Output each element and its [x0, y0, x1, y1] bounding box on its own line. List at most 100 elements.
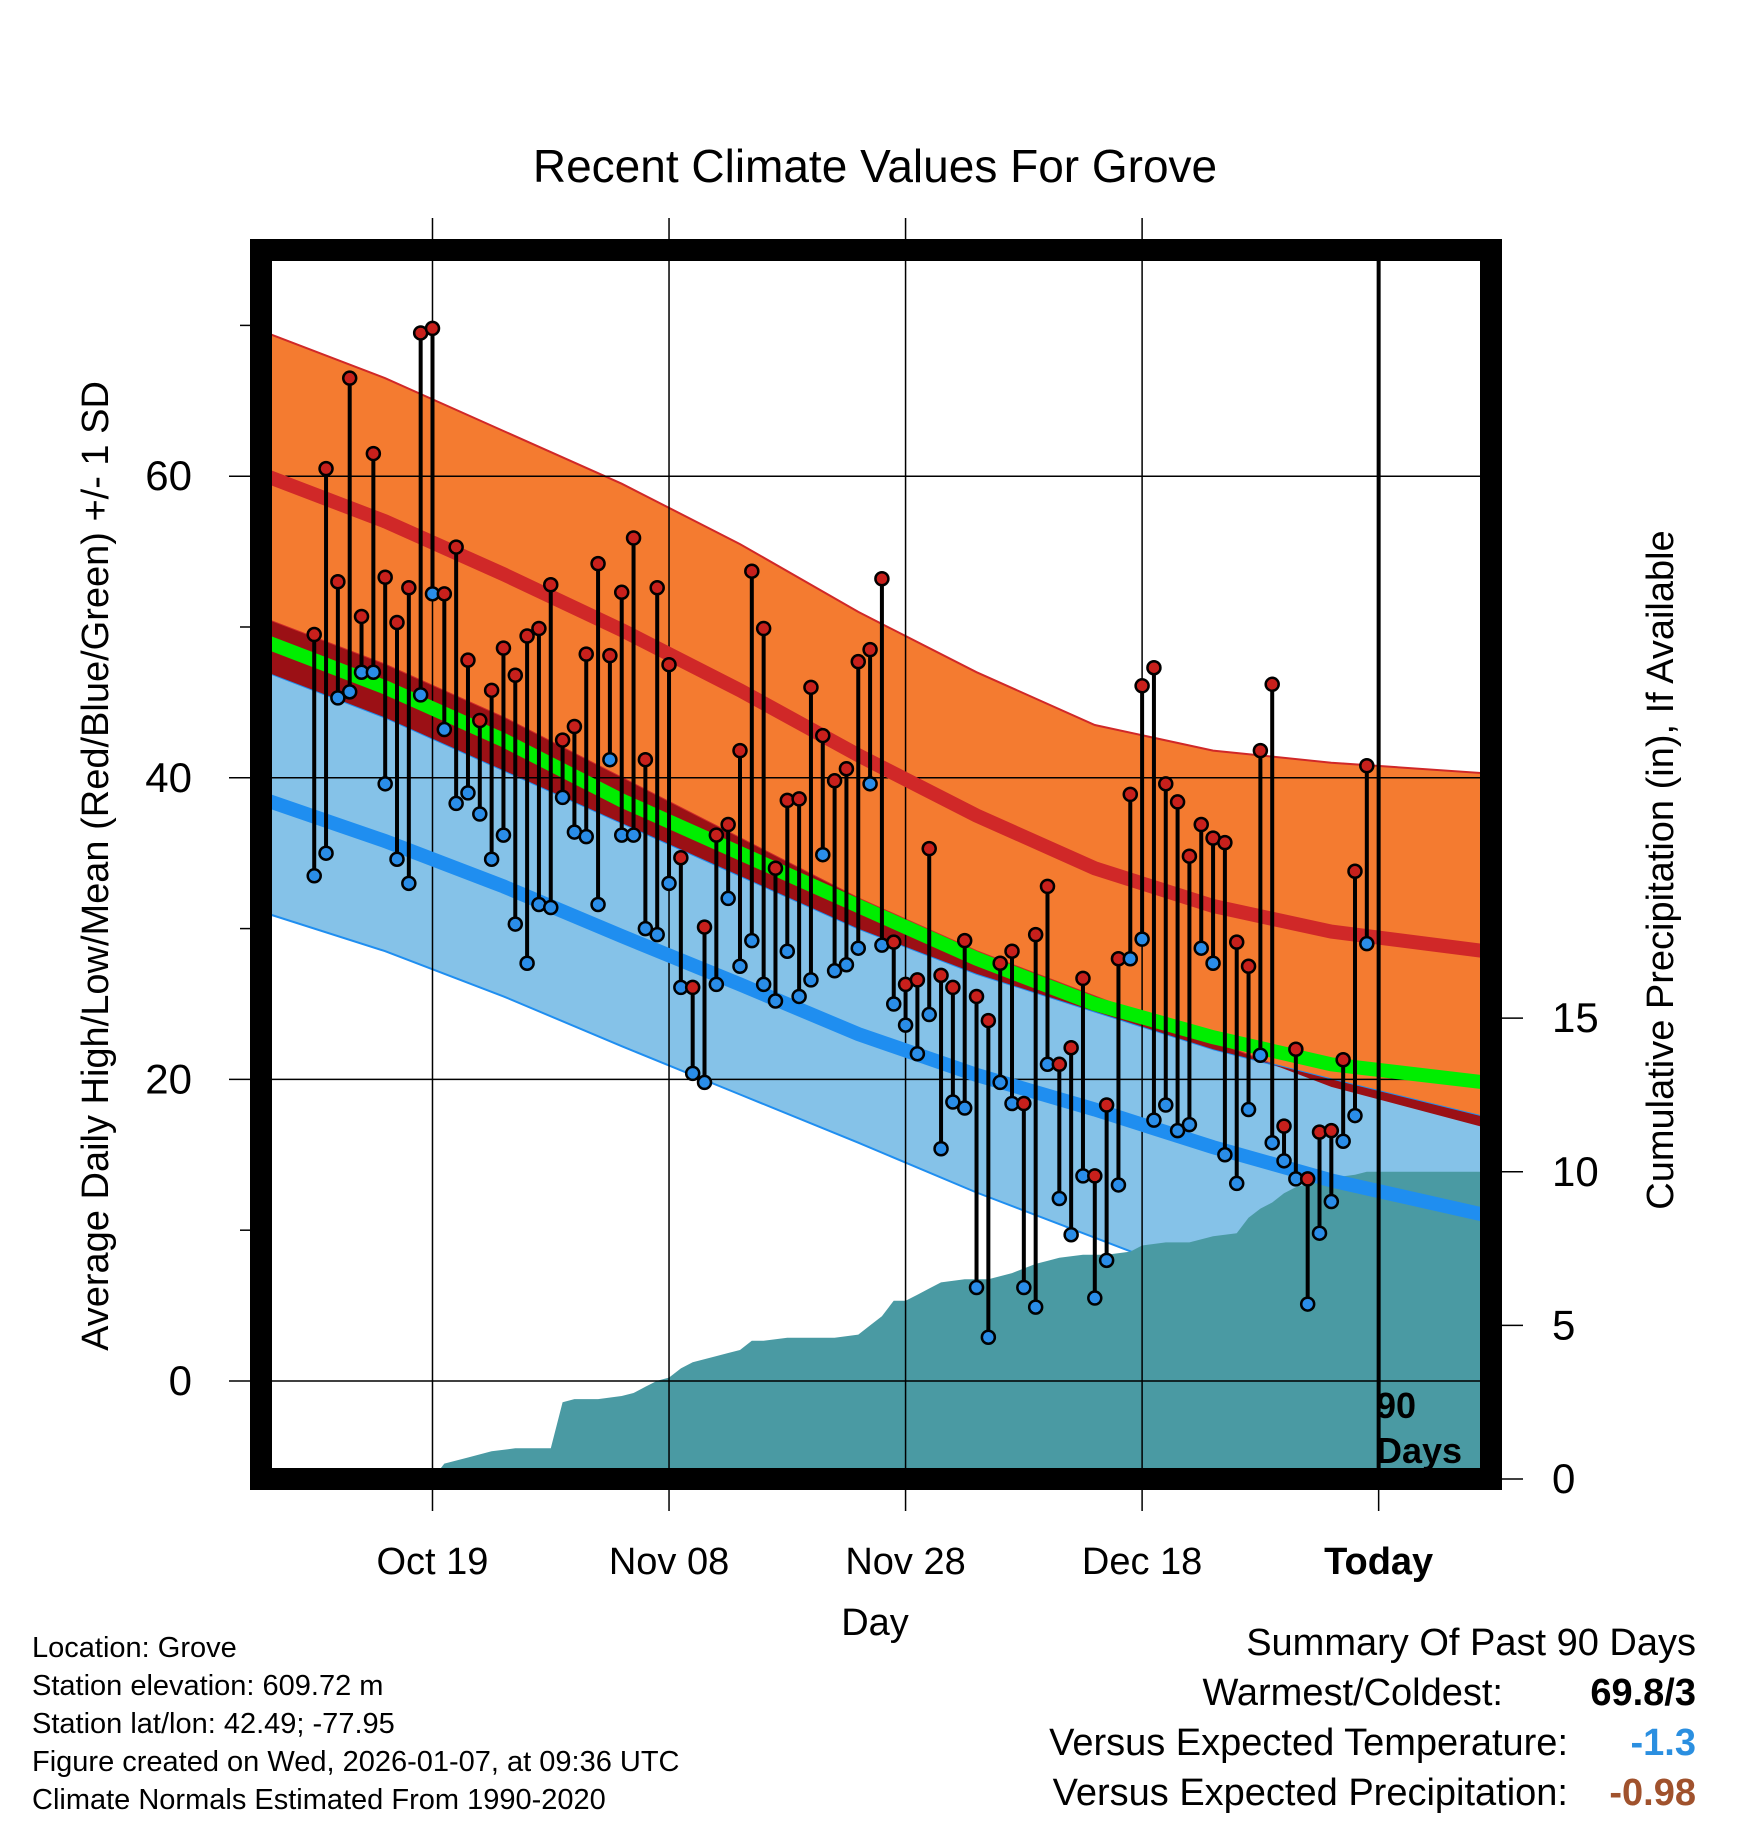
daily-bar — [389, 614, 405, 867]
daily-low-point — [1359, 935, 1375, 952]
daily-high-point — [1051, 1056, 1068, 1073]
daily-low-point — [1146, 1112, 1162, 1128]
daily-low-point — [1193, 940, 1209, 956]
daily-low-point — [472, 806, 488, 822]
daily-high-point — [1134, 678, 1150, 694]
daily-high-point — [815, 727, 831, 744]
daily-high-point — [1122, 786, 1139, 803]
daily-low-point — [708, 976, 725, 993]
daily-high-point — [365, 445, 382, 462]
daily-bar — [1311, 1124, 1328, 1241]
daily-low-point — [483, 851, 500, 867]
daily-low-point — [377, 776, 393, 792]
daily-bar — [1181, 848, 1198, 1133]
daily-bar — [495, 640, 512, 843]
daily-high-point — [1276, 1118, 1292, 1134]
daily-low-point — [318, 845, 334, 861]
y2-axis-label: Cumulative Precipitation (in), If Availa… — [1640, 530, 1682, 1209]
daily-bar — [365, 445, 382, 680]
daily-bar — [956, 932, 973, 1116]
daily-high-point — [968, 988, 985, 1005]
daily-low-point — [401, 875, 417, 892]
daily-bar — [401, 580, 417, 892]
daily-high-point — [862, 641, 878, 658]
plot-frame — [250, 239, 1502, 1490]
daily-bar — [637, 751, 654, 937]
daily-high-point — [1027, 926, 1044, 943]
daily-bar — [602, 647, 618, 768]
daily-bar — [1087, 1168, 1103, 1306]
daily-high-point — [306, 626, 322, 643]
daily-high-point — [1075, 970, 1091, 987]
precipitation-departure-value: -0.98 — [1609, 1772, 1696, 1814]
daily-low-point — [1181, 1116, 1198, 1133]
daily-bar — [945, 979, 961, 1110]
daily-high-point — [401, 580, 417, 596]
daily-bar — [980, 1012, 997, 1346]
daily-bar — [909, 972, 926, 1062]
daily-low-point — [1098, 1252, 1115, 1269]
daily-low-point — [578, 828, 594, 845]
daily-high-point — [1039, 878, 1056, 895]
daily-low-point — [909, 1046, 926, 1062]
daily-high-point — [472, 712, 488, 729]
daily-bar — [661, 656, 677, 892]
daily-high-point — [1169, 794, 1186, 810]
daily-bar — [791, 791, 807, 1005]
daily-high-point — [1240, 958, 1257, 975]
y2-tick-label: 15 — [1552, 994, 1599, 1041]
daily-bar — [1359, 757, 1375, 952]
daily-low-point — [1205, 955, 1221, 972]
daily-bar — [1299, 1171, 1316, 1312]
daily-high-point — [755, 620, 772, 637]
daily-high-point — [1323, 1122, 1340, 1139]
today-days-count: 90 — [1376, 1385, 1416, 1426]
daily-high-point — [1288, 1041, 1304, 1057]
daily-bar — [696, 919, 713, 1091]
daily-high-point — [803, 679, 819, 696]
daily-low-point — [602, 751, 618, 768]
daily-bar — [744, 563, 760, 949]
y-tick-label: 0 — [169, 1357, 192, 1404]
daily-low-point — [637, 920, 654, 937]
daily-low-point — [1027, 1299, 1044, 1315]
daily-high-point — [874, 570, 890, 587]
station-latlon: Station lat/lon: 42.49; -77.95 — [32, 1708, 395, 1740]
daily-low-point — [1217, 1147, 1233, 1163]
today-days-word: Days — [1376, 1430, 1462, 1471]
daily-low-point — [1228, 1175, 1245, 1192]
daily-high-point — [1158, 776, 1174, 792]
x-axis-label: Day — [841, 1602, 909, 1644]
daily-low-point — [1110, 1177, 1127, 1193]
daily-low-point — [519, 955, 535, 972]
daily-high-point — [531, 620, 547, 637]
daily-bars — [306, 320, 1375, 1346]
daily-low-point — [696, 1074, 713, 1091]
daily-high-point — [637, 751, 654, 768]
daily-bar — [673, 849, 689, 996]
x-tick-label: Nov 28 — [845, 1541, 965, 1583]
daily-bar — [412, 325, 429, 703]
daily-bar — [330, 574, 346, 706]
x-tick-label: Today — [1324, 1541, 1433, 1583]
daily-bar — [732, 742, 748, 975]
daily-high-point — [1016, 1095, 1032, 1112]
daily-low-point — [590, 896, 606, 913]
daily-high-point — [590, 555, 606, 572]
daily-bar — [1276, 1118, 1292, 1169]
precipitation-area — [266, 1171, 1486, 1479]
daily-high-point — [720, 816, 736, 833]
y2-tick-label: 10 — [1552, 1148, 1599, 1195]
daily-bar — [1039, 878, 1056, 1073]
daily-high-point — [992, 955, 1008, 972]
daily-bar — [992, 955, 1008, 1091]
daily-high-point — [921, 840, 937, 857]
daily-low-point — [554, 789, 571, 806]
daily-high-point — [661, 656, 677, 673]
y-tick-label: 60 — [145, 452, 192, 499]
daily-low-point — [365, 664, 382, 680]
daily-low-point — [921, 1006, 937, 1023]
daily-high-point — [1146, 659, 1162, 676]
daily-bar — [826, 773, 843, 979]
daily-low-point — [625, 827, 642, 843]
